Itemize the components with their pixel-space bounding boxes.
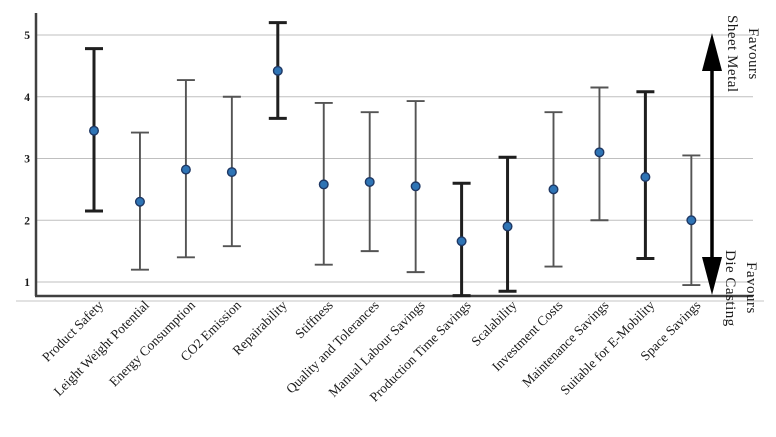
mean-marker-scalability — [502, 221, 513, 232]
mean-marker-stiffness — [318, 179, 329, 190]
mean-marker-quality-and-tolerances — [364, 176, 375, 187]
favours-die-casting-label-line1: Favours — [743, 262, 759, 314]
favours-die-casting-label: Favours Die Casting — [719, 238, 761, 338]
mean-marker-manual-labour-savings — [410, 181, 421, 192]
y-tick-label-2: 2 — [24, 215, 30, 227]
favours-die-casting-label-line2: Die Casting — [722, 249, 738, 327]
x-axis-label-maintenance-savings: Maintenance Savings — [519, 298, 612, 391]
y-tick-label-4: 4 — [24, 92, 30, 104]
favours-sheet-metal-label: Favours Sheet Metal — [721, 4, 763, 104]
mean-marker-repairability — [272, 65, 283, 76]
mean-marker-production-time-savings — [456, 236, 467, 247]
mean-marker-product-safety — [88, 125, 99, 136]
x-axis-label-energy-consumption: Energy Consumption — [106, 297, 198, 389]
mean-marker-investment-costs — [548, 184, 559, 195]
mean-marker-energy-consumption — [180, 164, 191, 175]
favours-arrow-down-head — [702, 257, 722, 295]
mean-marker-maintenance-savings — [594, 147, 605, 158]
y-tick-label-3: 3 — [24, 154, 30, 166]
mean-marker-suitable-for-e-mobility — [640, 172, 651, 183]
mean-marker-space-savings — [686, 215, 697, 226]
favours-sheet-metal-label-line2: Sheet Metal — [724, 15, 740, 93]
y-tick-label-5: 5 — [24, 30, 30, 42]
favours-arrow-up-head — [702, 33, 722, 71]
x-axis-label-stiffness: Stiffness — [292, 298, 336, 342]
mean-marker-co2-emission — [226, 167, 237, 178]
favours-sheet-metal-label-line1: Favours — [745, 28, 761, 80]
mean-marker-leight-weight-potential — [134, 196, 145, 207]
y-tick-label-1: 1 — [24, 277, 30, 289]
